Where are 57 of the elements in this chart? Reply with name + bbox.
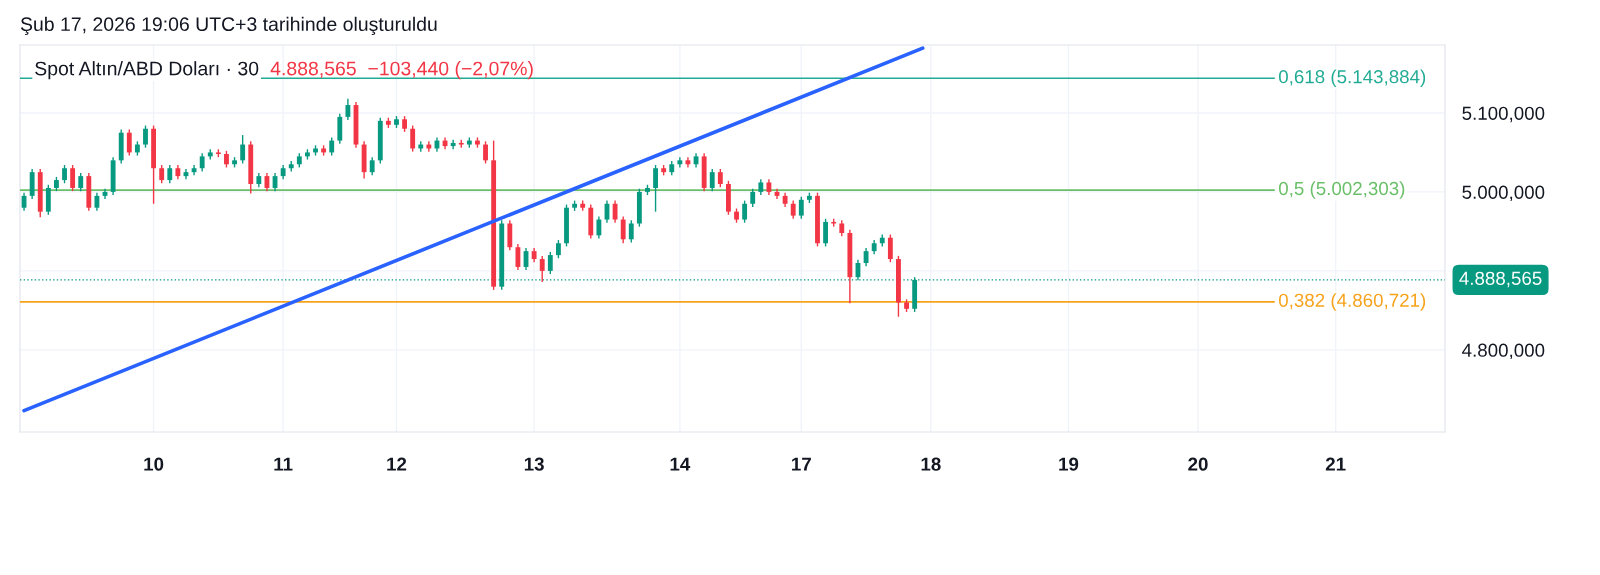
x-tick-label: 18 (921, 457, 941, 471)
ref-line-label: 0,5 (5.002,303) (1278, 181, 1405, 199)
x-tick-label: 13 (524, 457, 544, 471)
candlestick (337, 113, 343, 145)
candlestick (823, 218, 829, 248)
candlestick (596, 215, 602, 240)
y-tick-label: 5.000,000 (1462, 185, 1545, 202)
candlestick (628, 219, 634, 244)
chart-title: Şub 17, 2026 19:06 UTC+3 tarihinde oluşturuldu (20, 16, 437, 35)
candlestick (167, 164, 173, 184)
candlestick (717, 168, 723, 188)
text: Spot Altın/ABD Doları · 30 (35, 61, 259, 80)
candlestick (798, 195, 804, 220)
y-tick-label: 4.800,000 (1462, 343, 1545, 360)
candlestick (62, 164, 67, 184)
candlestick (653, 164, 658, 213)
ref-line-label: 0,618 (5.143,884) (1278, 69, 1426, 88)
candlestick (70, 164, 76, 192)
x-tick-label: 19 (1059, 457, 1079, 471)
candlestick (750, 188, 756, 208)
candlestick (507, 219, 513, 252)
candlestick (547, 251, 553, 275)
candlestick (143, 124, 148, 149)
candlestick (29, 168, 35, 200)
candlestick (620, 215, 626, 244)
annotation: 4.888,565 −103,440 (−2,07%) (270, 61, 533, 80)
candlestick (887, 233, 893, 263)
candlestick (483, 140, 488, 165)
candlestick (742, 199, 748, 224)
candlestick (329, 136, 335, 157)
x-tick-label: 12 (387, 457, 407, 471)
x-tick-label: 11 (274, 457, 293, 471)
x-tick-label: 14 (670, 457, 691, 471)
candlestick (555, 239, 561, 259)
x-tick-label: 20 (1188, 457, 1208, 471)
candlestick (709, 168, 715, 192)
x-tick-label: 10 (144, 457, 164, 471)
x-tick-label: 21 (1325, 457, 1346, 471)
candlestick (159, 164, 165, 184)
y-tick-label: 5.100,000 (1462, 106, 1545, 123)
candlestick (450, 139, 456, 150)
candlestick (126, 128, 132, 157)
candlestick (515, 243, 521, 271)
ref-line-label: 4.888,565 (1459, 271, 1542, 288)
candlestick (612, 199, 618, 224)
x-tick-label: 17 (792, 457, 811, 471)
candlestick (539, 255, 545, 283)
candlestick (240, 134, 246, 165)
candlestick (790, 199, 796, 220)
candlestick (199, 152, 205, 173)
ref-line-label: 0,382 (4.860,721) (1278, 293, 1426, 311)
candlestick (45, 184, 51, 216)
candlestick (369, 156, 375, 177)
candlestick (94, 192, 100, 212)
candlestick (410, 124, 416, 153)
candlestick (78, 172, 84, 192)
candlestick (345, 98, 351, 121)
